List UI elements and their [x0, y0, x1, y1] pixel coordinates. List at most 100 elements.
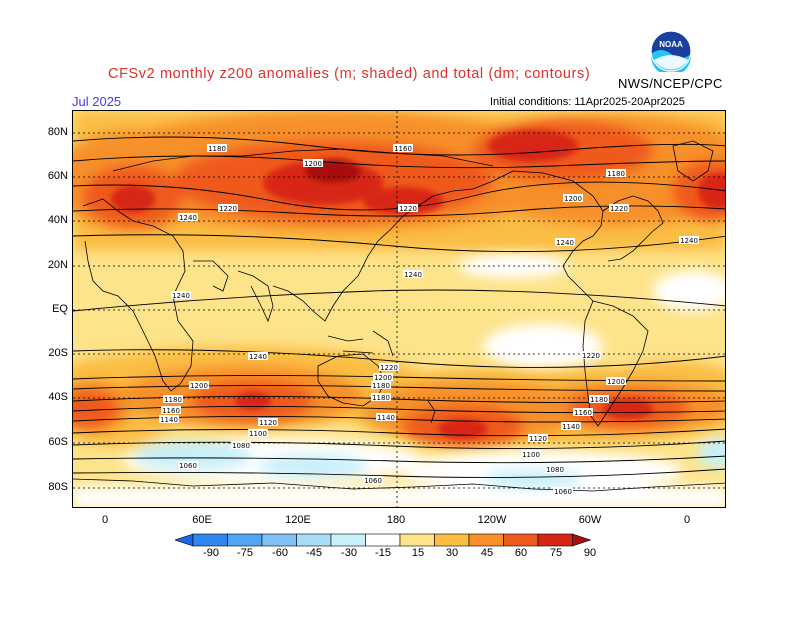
colorbar-segment	[192, 533, 228, 547]
contour-label: 1240	[178, 213, 198, 222]
colorbar-tick: -60	[272, 547, 288, 559]
colorbar-segment	[330, 533, 366, 547]
contour-label: 1060	[178, 461, 198, 470]
lon-label: 120E	[285, 514, 311, 526]
contour-label: 1160	[573, 408, 593, 417]
contour-label: 1080	[231, 441, 251, 450]
colorbar-segment	[468, 533, 504, 547]
colorbar-segment	[399, 533, 435, 547]
svg-text:1200: 1200	[304, 160, 322, 168]
lat-label: 80S	[48, 481, 68, 493]
contour-label: 1240	[248, 352, 268, 361]
lat-lon-grid	[73, 111, 725, 507]
contour-label: 1180	[207, 144, 227, 153]
contour-label: 1180	[589, 395, 609, 404]
contour-label: 1180	[606, 169, 626, 178]
chart-title: CFSv2 monthly z200 anomalies (m; shaded)…	[108, 66, 591, 82]
contour-label: 1120	[258, 418, 278, 427]
svg-text:1180: 1180	[590, 396, 608, 404]
lon-label: 0	[101, 514, 109, 526]
initial-conditions: Initial conditions: 11Apr2025-20Apr2025	[490, 96, 685, 108]
noaa-logo-icon: NOAA	[650, 30, 692, 72]
colorbar-tick: 75	[549, 547, 563, 559]
contour-label: 1180	[371, 381, 391, 390]
svg-text:1080: 1080	[232, 442, 250, 450]
contour-label: 1220	[581, 351, 601, 360]
svg-text:1160: 1160	[162, 407, 180, 415]
svg-text:1220: 1220	[610, 205, 628, 213]
lat-label: 60S	[48, 436, 68, 448]
svg-text:1180: 1180	[372, 382, 390, 390]
colorbar-tick: -30	[341, 547, 357, 559]
contour-label: 1140	[561, 422, 581, 431]
colorbar-segment	[434, 533, 470, 547]
forecast-month: Jul 2025	[72, 94, 122, 109]
lon-label: 60W	[578, 514, 602, 526]
colorbar-arrow-left	[175, 533, 194, 547]
contour-label: 1220	[218, 204, 238, 213]
svg-text:1220: 1220	[399, 205, 417, 213]
contour-labels: 1180 1200 1160 1220 1220 1240 1180 1200 …	[159, 144, 699, 496]
colorbar-tick: -45	[306, 547, 322, 559]
svg-text:1240: 1240	[680, 237, 698, 245]
colorbar-segment	[365, 533, 401, 547]
contour-label: 1240	[555, 238, 575, 247]
colorbar	[175, 533, 592, 547]
contour-label: 1220	[379, 363, 399, 372]
lat-label: 20S	[48, 347, 68, 359]
svg-text:1240: 1240	[404, 271, 422, 279]
svg-text:1060: 1060	[554, 488, 572, 496]
lon-label: 60E	[192, 514, 212, 526]
contour-label: 1200	[606, 377, 626, 386]
contour-label: 1220	[398, 204, 418, 213]
lon-label: 180	[386, 514, 406, 526]
colorbar-tick: -15	[375, 547, 391, 559]
contour-label: 1180	[163, 395, 183, 404]
svg-text:1140: 1140	[160, 416, 178, 424]
contour-label: 1200	[303, 159, 323, 168]
svg-text:1240: 1240	[556, 239, 574, 247]
colorbar-segment	[261, 533, 297, 547]
anomaly-75-90	[111, 130, 725, 439]
svg-text:1180: 1180	[372, 394, 390, 402]
lon-label: 0	[683, 514, 691, 526]
svg-text:1180: 1180	[607, 170, 625, 178]
colorbar-arrow-right	[572, 533, 592, 547]
svg-text:1120: 1120	[259, 419, 277, 427]
contour-label: 1140	[376, 413, 396, 422]
svg-text:1060: 1060	[364, 477, 382, 485]
coastlines	[73, 140, 725, 492]
svg-text:1240: 1240	[249, 353, 267, 361]
colorbar-tick: 30	[445, 547, 459, 559]
contour-label: 1160	[161, 406, 181, 415]
svg-text:1100: 1100	[249, 430, 267, 438]
colorbar-tick: 60	[514, 547, 528, 559]
colorbar-tick: 90	[583, 547, 597, 559]
contour-label: 1240	[403, 270, 423, 279]
lat-label: 20N	[47, 259, 68, 271]
contour-label: 1160	[393, 144, 413, 153]
map-panel: 1180 1200 1160 1220 1220 1240 1180 1200 …	[72, 110, 726, 508]
lat-label: 60N	[47, 170, 68, 182]
svg-text:1140: 1140	[377, 414, 395, 422]
colorbar-segment	[503, 533, 539, 547]
colorbar-tick: -90	[203, 547, 219, 559]
svg-text:1200: 1200	[607, 378, 625, 386]
svg-text:1180: 1180	[164, 396, 182, 404]
lat-label: 40S	[48, 391, 68, 403]
colorbar-segment	[227, 533, 263, 547]
contour-label: 1240	[171, 291, 191, 300]
lon-label: 120W	[477, 514, 507, 526]
contour-label: 1120	[528, 434, 548, 443]
organization-label: NWS/NCEP/CPC	[618, 76, 723, 91]
contour-label: 1080	[545, 465, 565, 474]
svg-text:1240: 1240	[172, 292, 190, 300]
svg-text:1200: 1200	[374, 374, 392, 382]
svg-text:1240: 1240	[179, 214, 197, 222]
contour-label: 1140	[159, 415, 179, 424]
svg-text:1060: 1060	[179, 462, 197, 470]
contour-label: 1200	[563, 194, 583, 203]
colorbar-tick: 15	[411, 547, 425, 559]
colorbar-tick: 45	[480, 547, 494, 559]
contour-label: 1180	[371, 393, 391, 402]
